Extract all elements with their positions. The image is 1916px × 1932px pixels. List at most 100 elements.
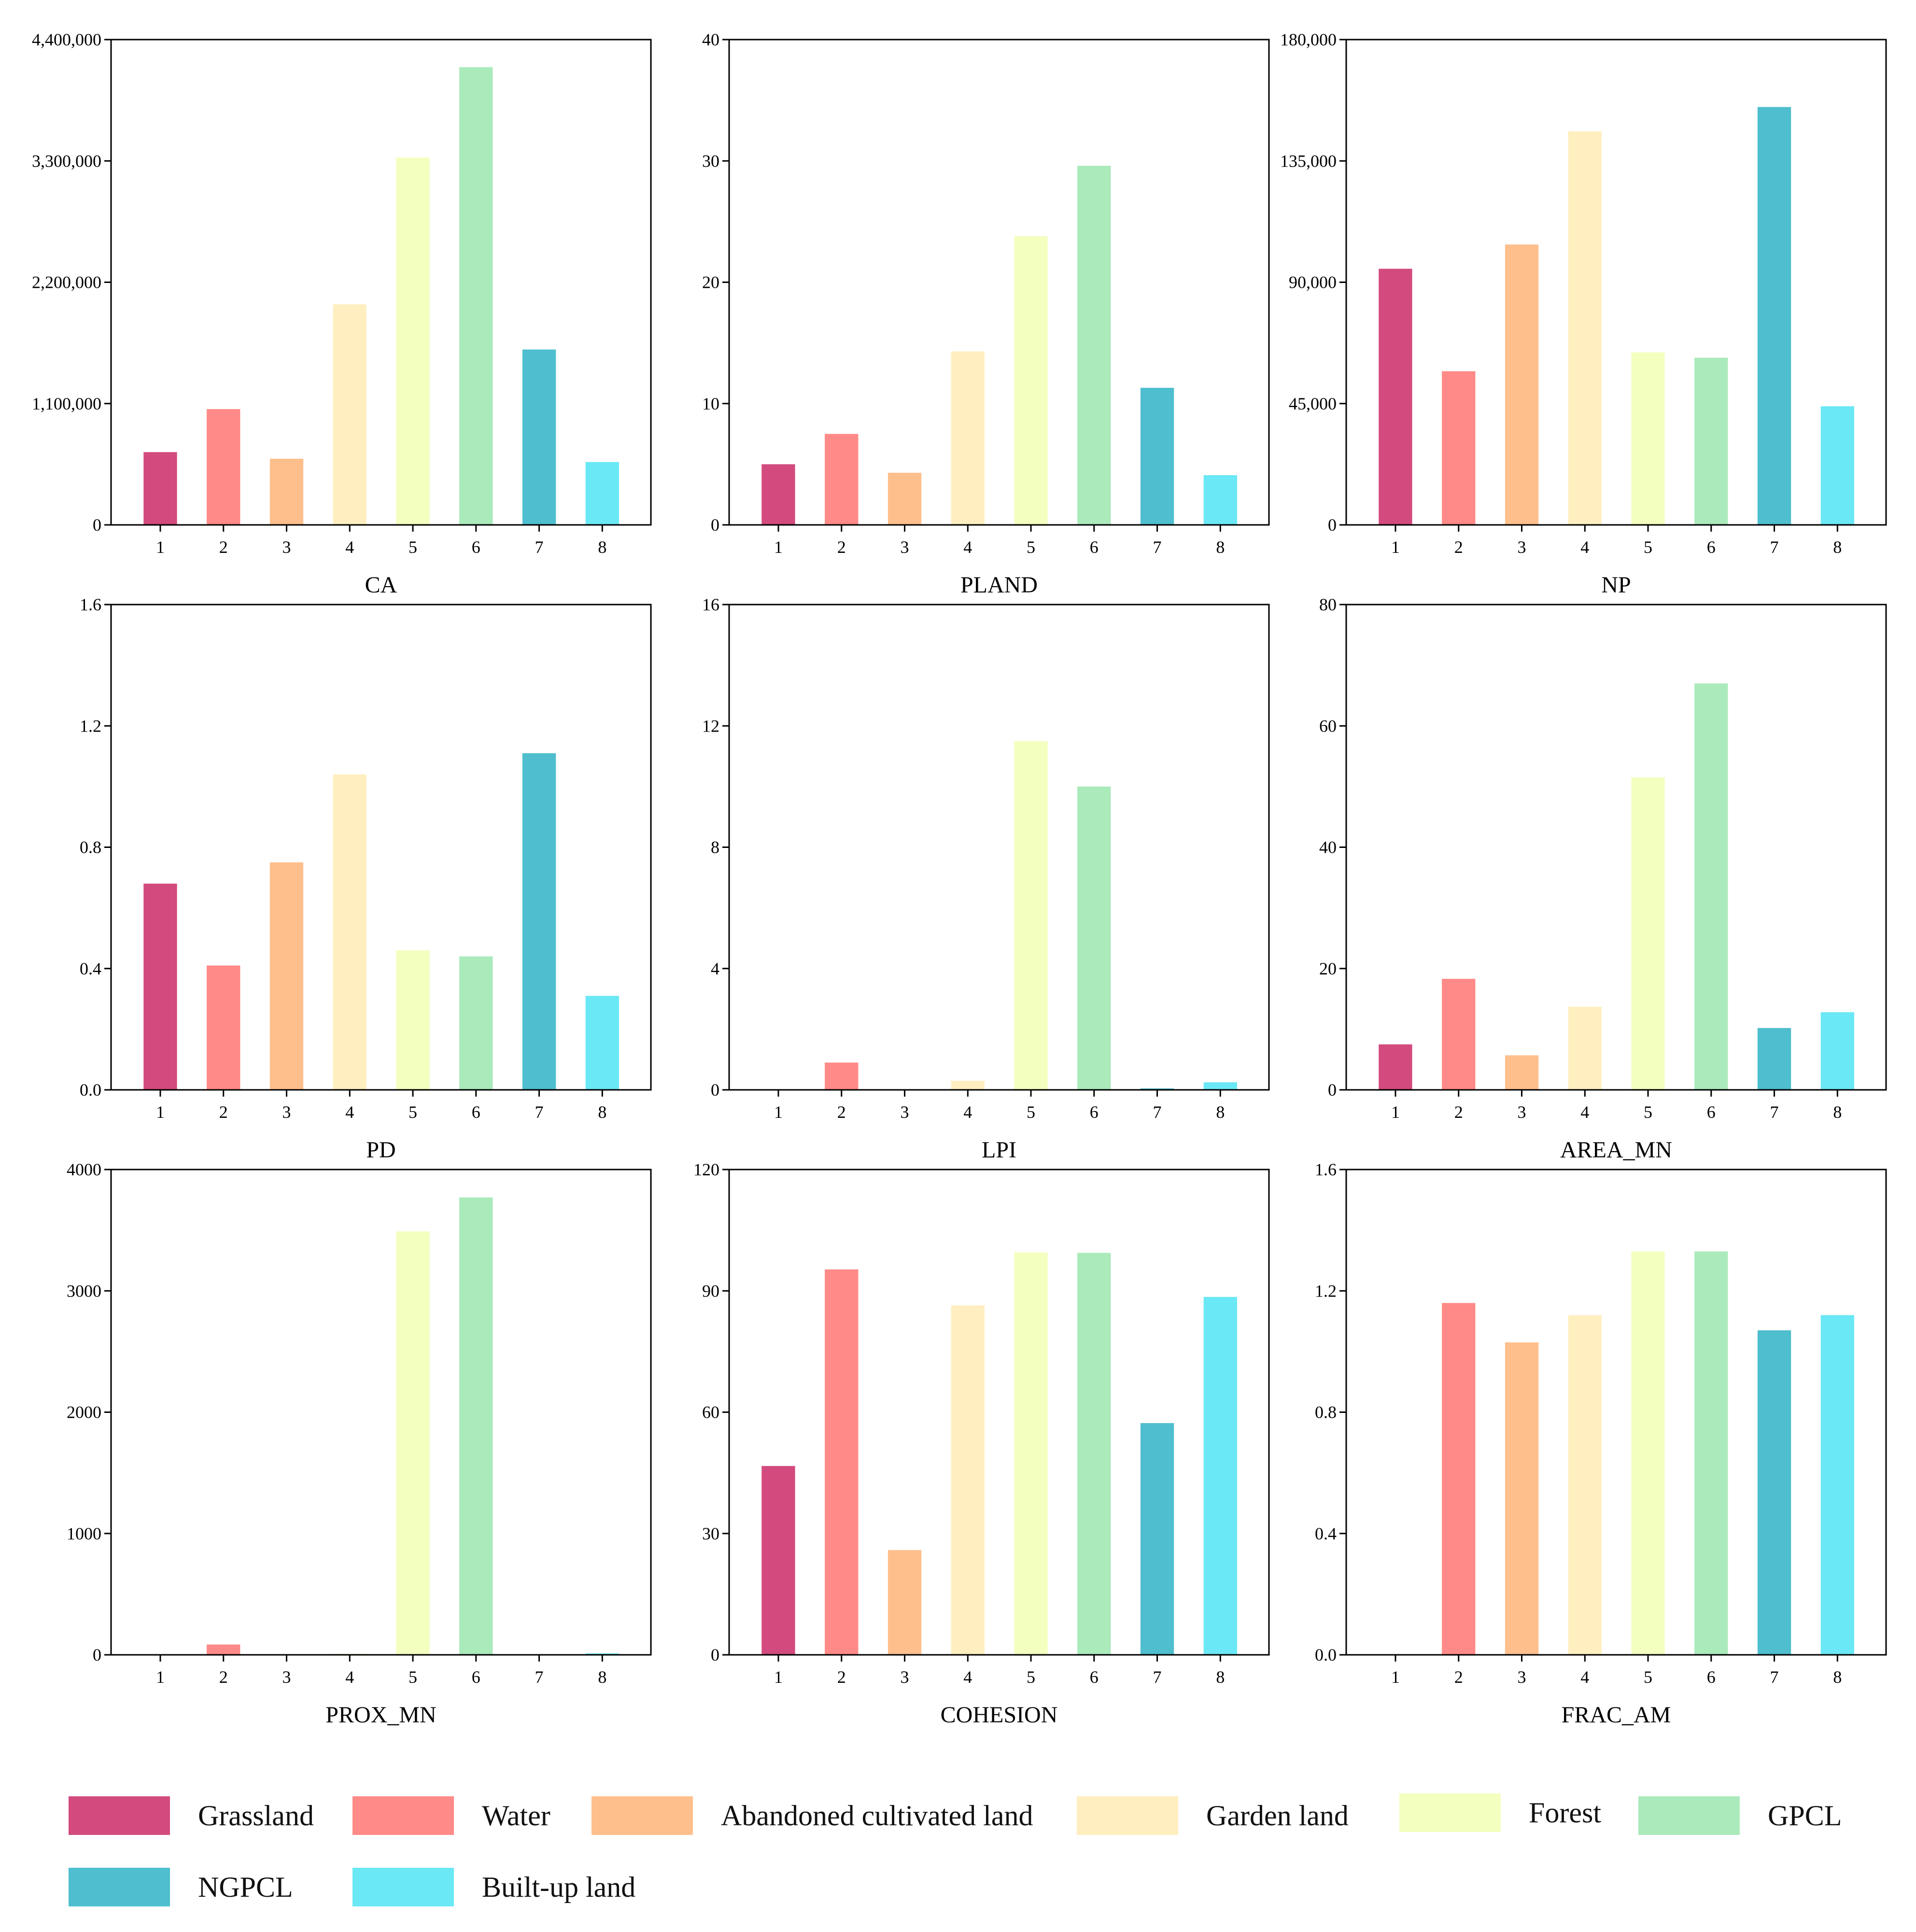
area-mn-plot-frame (1345, 604, 1887, 1091)
area-mn-ytick-label-0: 0 (1328, 1080, 1337, 1100)
np-bar-3 (1505, 244, 1539, 525)
ca-plot-frame (110, 39, 652, 526)
np-ytick-label-4: 180,000 (1280, 30, 1337, 49)
pland-xtick-label-4: 4 (963, 537, 972, 557)
pland-bar-2 (825, 434, 859, 525)
frac-am-xtick-label-3: 3 (1518, 1667, 1526, 1687)
pd-plot-frame (110, 604, 652, 1091)
chart-ca: 1 2 3 4 5 6 7 8 0 1,100,000 2,200,000 3,300,000 4,40… (32, 30, 652, 598)
frac-am-bar-5 (1631, 1251, 1665, 1655)
area-mn-bar-4 (1568, 1006, 1602, 1090)
lpi-xtick-label-1: 1 (774, 1102, 783, 1122)
ca-xtick-label-4: 4 (345, 537, 354, 557)
prox-mn-title: PROX_MN (325, 1702, 436, 1728)
lpi-bar-6 (1077, 786, 1111, 1090)
pd-title: PD (366, 1137, 395, 1163)
np-xtick-label-2: 2 (1454, 537, 1463, 557)
ca-xtick-label-7: 7 (535, 537, 544, 557)
pland-xtick-label-3: 3 (901, 537, 909, 557)
pland-ytick-label-0: 0 (711, 515, 719, 535)
ca-bar-8 (585, 462, 619, 525)
area-mn-xtick-label-1: 1 (1391, 1102, 1400, 1122)
pland-xtick-label-7: 7 (1153, 537, 1162, 557)
prox-mn-xtick-label-4: 4 (345, 1667, 354, 1687)
pd-bar-8 (585, 996, 619, 1090)
pland-xtick-label-6: 6 (1090, 537, 1099, 557)
ca-xtick-label-8: 8 (598, 537, 606, 557)
np-xtick-label-4: 4 (1580, 537, 1589, 557)
cohesion-bar-6 (1077, 1253, 1111, 1655)
area-mn-ytick-label-2: 40 (1319, 838, 1337, 857)
lpi-bar-2 (825, 1062, 859, 1090)
np-bar-2 (1442, 371, 1476, 525)
pland-ytick-label-4: 40 (702, 30, 719, 49)
area-mn-bar-1 (1379, 1044, 1412, 1090)
chart-pd: 1 2 3 4 5 6 7 8 0.0 0.4 0.8 1.2 1.6 PD (80, 595, 652, 1163)
pland-ytick-label-1: 10 (702, 394, 719, 413)
ca-ytick-label-1: 1,100,000 (32, 394, 101, 413)
frac-am-xtick-label-4: 4 (1580, 1667, 1589, 1687)
ca-bar-7 (522, 349, 556, 525)
prox-mn-xtick-label-2: 2 (219, 1667, 228, 1687)
ca-ytick-label-2: 2,200,000 (32, 273, 101, 292)
ca-bar-5 (396, 157, 430, 525)
pland-bar-4 (951, 351, 985, 525)
np-ytick-label-0: 0 (1328, 515, 1337, 535)
np-bar-1 (1379, 268, 1412, 525)
cohesion-xtick-label-4: 4 (963, 1667, 972, 1687)
frac-am-xtick-label-1: 1 (1391, 1667, 1400, 1687)
area-mn-bar-8 (1820, 1012, 1854, 1090)
pland-plot-frame (728, 39, 1270, 526)
area-mn-ytick-label-4: 80 (1319, 595, 1337, 614)
pland-title: PLAND (960, 572, 1038, 598)
prox-mn-ytick-label-3: 3000 (67, 1281, 101, 1300)
area-mn-xtick-label-4: 4 (1580, 1102, 1589, 1122)
area-mn-xtick-label-5: 5 (1644, 1102, 1652, 1122)
lpi-xtick-label-3: 3 (901, 1102, 909, 1122)
np-xtick-label-1: 1 (1391, 537, 1400, 557)
chart-frac-am: 1 2 3 4 5 6 7 8 0.0 0.4 0.8 1.2 1.6 FRAC_AM (1315, 1160, 1887, 1728)
prox-mn-xtick-label-1: 1 (156, 1667, 165, 1687)
cohesion-bar-7 (1140, 1423, 1174, 1655)
cohesion-ytick-label-2: 60 (702, 1403, 719, 1422)
prox-mn-xtick-label-6: 6 (472, 1667, 480, 1687)
prox-mn-bar-5 (396, 1231, 430, 1655)
cohesion-xtick-label-5: 5 (1027, 1667, 1035, 1687)
area-mn-bar-6 (1694, 683, 1728, 1090)
np-bar-6 (1694, 357, 1728, 525)
chart-prox-mn: 1 2 3 4 5 6 7 8 0 1000 2000 3000 4000 PROX_MN (67, 1160, 652, 1728)
prox-mn-ytick-label-1: 1000 (67, 1524, 101, 1543)
lpi-bar-8 (1203, 1082, 1237, 1090)
pd-xtick-label-4: 4 (345, 1102, 354, 1122)
lpi-bar-4 (951, 1081, 985, 1090)
prox-mn-xtick-label-5: 5 (409, 1667, 417, 1687)
pland-bar-7 (1140, 388, 1174, 525)
cohesion-ytick-label-1: 30 (702, 1524, 719, 1543)
area-mn-xtick-label-8: 8 (1833, 1102, 1842, 1122)
np-xtick-label-7: 7 (1770, 537, 1779, 557)
prox-mn-bar-6 (459, 1197, 493, 1655)
ca-ytick-label-3: 3,300,000 (32, 151, 101, 170)
cohesion-ytick-label-3: 90 (702, 1281, 719, 1300)
frac-am-bar-8 (1820, 1315, 1854, 1655)
pd-ytick-label-2: 0.8 (80, 838, 101, 857)
np-ytick-label-1: 45,000 (1289, 394, 1337, 413)
cohesion-ytick-label-4: 120 (693, 1160, 719, 1179)
frac-am-bar-4 (1568, 1315, 1602, 1655)
frac-am-ytick-label-4: 1.6 (1315, 1160, 1337, 1179)
area-mn-bar-2 (1442, 979, 1476, 1090)
ca-bar-4 (333, 304, 366, 525)
np-bar-5 (1631, 352, 1665, 525)
ca-xtick-label-2: 2 (219, 537, 228, 557)
cohesion-plot-frame (728, 1169, 1270, 1656)
cohesion-bar-5 (1014, 1252, 1048, 1655)
pland-bar-1 (761, 464, 795, 525)
pd-ytick-label-3: 1.2 (80, 716, 101, 735)
prox-mn-ytick-label-2: 2000 (67, 1403, 101, 1422)
pd-bar-4 (333, 774, 366, 1090)
cohesion-title: COHESION (941, 1702, 1058, 1728)
frac-am-plot-frame (1345, 1169, 1887, 1656)
pd-xtick-label-2: 2 (219, 1102, 228, 1122)
np-ytick-label-2: 90,000 (1289, 273, 1337, 292)
